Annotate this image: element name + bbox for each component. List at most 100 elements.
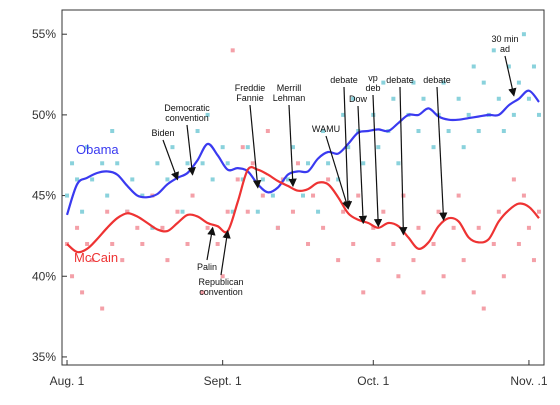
mccain-poll-point	[401, 193, 406, 198]
obama-poll-point	[441, 80, 446, 85]
annotation-label: vp deb	[365, 73, 380, 93]
annotation-label: debate	[330, 75, 358, 85]
annotation-label: Palin	[197, 262, 217, 272]
annotation-label: Republican convention	[198, 277, 243, 297]
annotation-arrow	[162, 139, 179, 181]
obama-poll-point	[301, 193, 305, 198]
obama-trend-line	[65, 89, 540, 216]
obama-poll-point	[416, 129, 421, 134]
annotation-label: debate	[386, 75, 414, 85]
mccain-poll-point	[295, 161, 300, 166]
event-annotations: Biden Democratic convention Palin Republican…	[151, 34, 518, 297]
obama-poll-point	[255, 209, 260, 214]
obama-poll-point	[260, 177, 265, 182]
mccain-poll-point	[100, 306, 105, 311]
mccain-poll-point	[451, 225, 456, 230]
x-tick-label: Nov. .1	[510, 374, 547, 388]
obama-poll-point	[205, 112, 210, 117]
mccain-poll-point	[476, 225, 481, 230]
mccain-poll-point	[105, 209, 110, 214]
mccain-poll-point	[290, 209, 295, 214]
mccain-poll-point	[431, 241, 436, 246]
mccain-poll-point	[456, 193, 461, 198]
obama-poll-point	[506, 64, 511, 69]
mccain-poll-point	[306, 241, 311, 246]
mccain-poll-point	[75, 225, 80, 230]
annotation-label-line: convention	[165, 113, 209, 123]
obama-poll-point	[491, 48, 496, 53]
annotation-arrow	[357, 105, 368, 225]
annotation-label: Biden	[151, 128, 174, 138]
annotation-label: 30 min ad	[491, 34, 518, 54]
obama-series-label: Obama	[76, 142, 119, 157]
obama-poll-point	[336, 177, 341, 182]
annotation-label-line: convention	[199, 287, 243, 297]
mccain-poll-point	[391, 241, 396, 246]
mccain-poll-point	[441, 274, 446, 279]
obama-poll-point	[341, 112, 346, 117]
mccain-poll-point	[491, 241, 496, 246]
annotation-label-line: Republican	[198, 277, 243, 287]
mccain-poll-point	[321, 225, 326, 230]
annotation-label: Dow	[349, 94, 368, 104]
y-tick-label: 40%	[32, 269, 56, 283]
mccain-poll-point	[125, 209, 130, 214]
obama-poll-point	[90, 177, 95, 182]
obama-poll-point	[105, 193, 110, 198]
obama-poll-point	[140, 193, 145, 198]
obama-poll-point	[431, 145, 436, 150]
mccain-poll-point	[185, 241, 190, 246]
x-tick-label: Oct. 1	[357, 374, 389, 388]
axis-ticks: 35% 40% 45% 50% 55% Aug. 1 Sept. 1 Oct. 1 Nov. .…	[32, 27, 548, 388]
annotation-label-line: debate	[423, 75, 451, 85]
annotation-label-line: Merrill	[277, 83, 302, 93]
obama-poll-point	[130, 177, 135, 182]
obama-poll-point	[185, 161, 190, 166]
obama-poll-point	[195, 129, 200, 134]
mccain-poll-point	[190, 193, 195, 198]
obama-poll-point	[351, 96, 356, 101]
obama-poll-point	[165, 177, 170, 182]
obama-poll-point	[391, 96, 396, 101]
obama-poll-point	[70, 161, 75, 166]
annotation-arrow	[249, 104, 262, 189]
mccain-poll-point	[275, 225, 280, 230]
obama-poll-point	[481, 80, 486, 85]
obama-poll-point	[115, 161, 120, 166]
mccain-poll-point	[230, 48, 235, 53]
annotation-label: Freddie Fannie	[235, 83, 266, 103]
annotation-label: debate	[423, 75, 451, 85]
mccain-poll-point	[421, 290, 426, 295]
annotation-label: Democratic convention	[164, 103, 210, 123]
obama-poll-point	[316, 209, 321, 214]
mccain-poll-point	[521, 193, 526, 198]
obama-poll-point	[100, 161, 105, 166]
annotation-arrow	[399, 86, 408, 236]
x-tick-label: Sept. 1	[204, 374, 242, 388]
mccain-poll-point	[481, 306, 486, 311]
obama-poll-point	[516, 80, 521, 85]
obama-poll-point	[381, 80, 386, 85]
mccain-poll-point	[120, 258, 125, 263]
mccain-poll-point	[341, 209, 346, 214]
mccain-poll-point	[511, 177, 516, 182]
mccain-poll-point	[260, 193, 265, 198]
mccain-poll-point	[85, 241, 90, 246]
mccain-poll-point	[496, 209, 501, 214]
mccain-poll-point	[311, 193, 316, 198]
y-tick-label: 55%	[32, 27, 56, 41]
obama-poll-point	[200, 161, 205, 166]
mccain-poll-point	[220, 274, 225, 279]
mccain-trend-line	[66, 166, 540, 254]
obama-poll-point	[496, 96, 501, 101]
annotation-arrow	[186, 124, 196, 176]
obama-poll-point	[326, 161, 331, 166]
annotation-label: Merrill Lehman	[273, 83, 306, 103]
mccain-poll-point	[90, 258, 95, 263]
obama-poll-point	[421, 96, 426, 101]
mccain-poll-point	[381, 209, 386, 214]
obama-poll-point	[240, 177, 245, 182]
mccain-poll-point	[396, 274, 401, 279]
obama-poll-point	[531, 64, 536, 69]
